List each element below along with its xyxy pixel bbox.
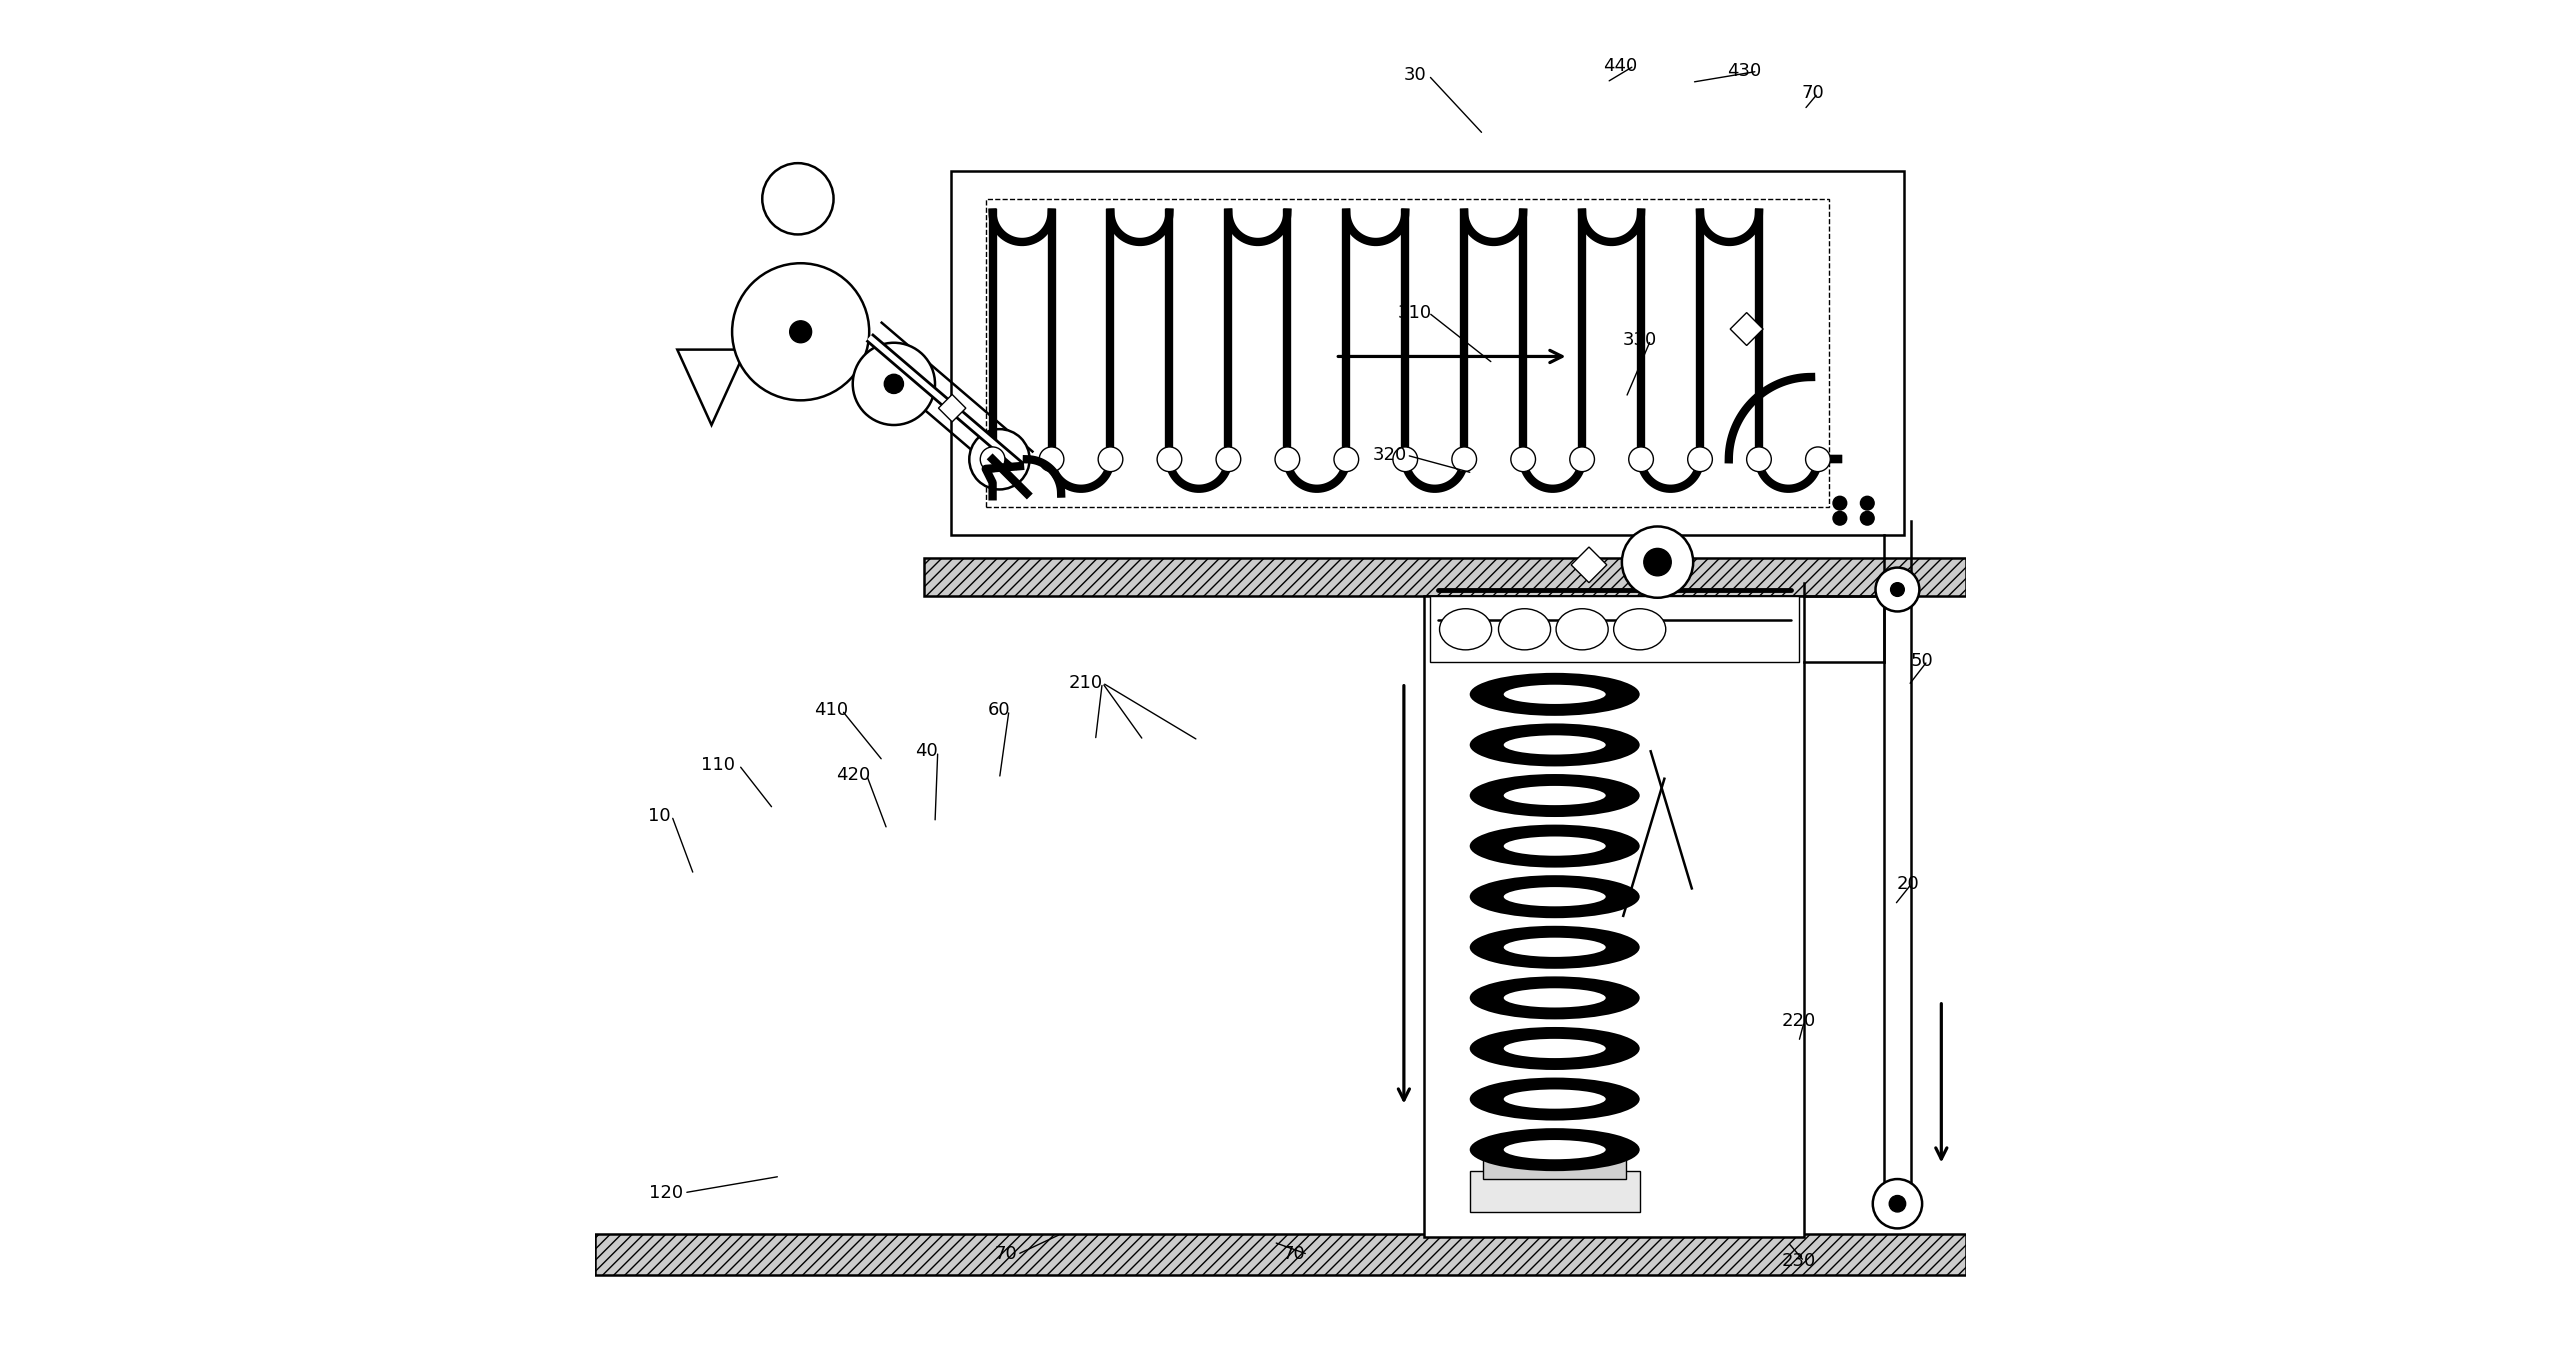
Circle shape <box>1511 447 1537 472</box>
Circle shape <box>1570 447 1596 472</box>
Text: 440: 440 <box>1603 56 1636 75</box>
Text: 60: 60 <box>989 701 1012 720</box>
Ellipse shape <box>1439 609 1491 650</box>
Ellipse shape <box>1470 1078 1639 1120</box>
Ellipse shape <box>1503 735 1606 754</box>
Ellipse shape <box>1503 887 1606 906</box>
Text: 10: 10 <box>648 806 671 825</box>
Ellipse shape <box>1503 786 1606 805</box>
Circle shape <box>1834 511 1846 525</box>
Text: 210: 210 <box>1068 673 1104 692</box>
Circle shape <box>1859 496 1875 510</box>
Circle shape <box>1452 447 1478 472</box>
Bar <box>594 1234 1967 1275</box>
Bar <box>986 199 1829 507</box>
Circle shape <box>981 447 1004 472</box>
Text: 70: 70 <box>1283 1245 1306 1264</box>
Circle shape <box>1890 1196 1905 1212</box>
Circle shape <box>732 263 868 400</box>
Text: 330: 330 <box>1624 330 1657 350</box>
Text: 20: 20 <box>1898 875 1921 894</box>
Circle shape <box>1158 447 1181 472</box>
Bar <box>1483 1158 1626 1179</box>
Text: 230: 230 <box>1782 1252 1816 1271</box>
Ellipse shape <box>1470 724 1639 766</box>
Circle shape <box>1393 447 1419 472</box>
Circle shape <box>1040 447 1063 472</box>
Ellipse shape <box>1613 609 1665 650</box>
Circle shape <box>763 163 832 234</box>
Text: 110: 110 <box>702 755 735 775</box>
Ellipse shape <box>1470 673 1639 716</box>
Circle shape <box>853 343 935 425</box>
Ellipse shape <box>1503 684 1606 703</box>
Ellipse shape <box>1503 1090 1606 1109</box>
Text: 30: 30 <box>1403 66 1426 85</box>
Ellipse shape <box>1503 938 1606 957</box>
Circle shape <box>1099 447 1122 472</box>
Ellipse shape <box>1557 609 1608 650</box>
Bar <box>953 171 1905 535</box>
Ellipse shape <box>1498 609 1549 650</box>
Circle shape <box>1621 526 1693 598</box>
Polygon shape <box>937 395 965 422</box>
Ellipse shape <box>1470 1128 1639 1171</box>
Circle shape <box>1859 511 1875 525</box>
Circle shape <box>1890 583 1905 596</box>
Ellipse shape <box>1503 1141 1606 1160</box>
Circle shape <box>1644 548 1672 576</box>
Circle shape <box>1216 447 1240 472</box>
Bar <box>1424 596 1803 1237</box>
Polygon shape <box>1731 313 1762 345</box>
Ellipse shape <box>1503 836 1606 856</box>
Circle shape <box>789 321 812 343</box>
Circle shape <box>1334 447 1360 472</box>
Circle shape <box>968 429 1030 489</box>
Ellipse shape <box>1470 925 1639 969</box>
Circle shape <box>1806 447 1831 472</box>
Circle shape <box>1275 447 1298 472</box>
Ellipse shape <box>1470 976 1639 1020</box>
Bar <box>925 558 1967 596</box>
Text: 410: 410 <box>814 701 848 720</box>
Text: 70: 70 <box>994 1245 1017 1264</box>
Text: 120: 120 <box>650 1183 684 1202</box>
Bar <box>1429 596 1798 662</box>
Ellipse shape <box>1470 1027 1639 1069</box>
Ellipse shape <box>1470 775 1639 817</box>
Text: 70: 70 <box>1800 84 1823 103</box>
Circle shape <box>884 374 904 393</box>
Circle shape <box>1747 447 1772 472</box>
Text: 320: 320 <box>1373 446 1409 465</box>
Ellipse shape <box>1503 1039 1606 1058</box>
Circle shape <box>1688 447 1713 472</box>
Circle shape <box>1629 447 1654 472</box>
Text: 310: 310 <box>1398 303 1432 322</box>
Ellipse shape <box>1503 988 1606 1008</box>
Text: 220: 220 <box>1782 1012 1816 1031</box>
Circle shape <box>1875 568 1918 611</box>
Text: 420: 420 <box>835 765 871 784</box>
Circle shape <box>1872 1179 1923 1228</box>
Ellipse shape <box>1470 875 1639 919</box>
Text: 430: 430 <box>1726 62 1762 81</box>
Circle shape <box>991 451 1006 468</box>
Ellipse shape <box>1470 824 1639 868</box>
Bar <box>1470 1171 1639 1212</box>
Text: 50: 50 <box>1911 651 1934 670</box>
Text: 40: 40 <box>914 742 937 761</box>
Polygon shape <box>1570 547 1606 583</box>
Circle shape <box>1834 496 1846 510</box>
